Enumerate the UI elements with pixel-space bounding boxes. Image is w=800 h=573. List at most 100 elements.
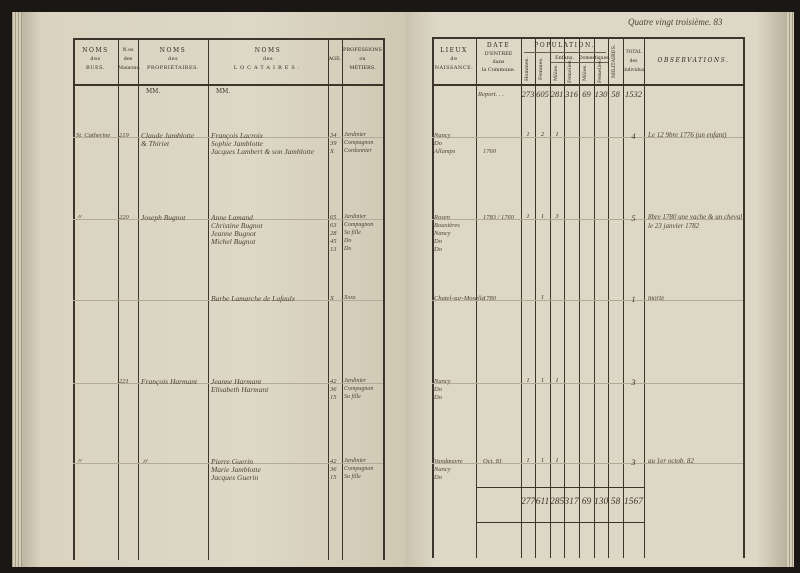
h: Maisons.: [118, 65, 141, 71]
column-line: [608, 37, 609, 558]
h: LOCATAIRES.: [233, 65, 303, 71]
entry-locataire: Christine Bugnot: [211, 221, 263, 230]
entry-count: 1: [540, 457, 545, 464]
header-hommes: Hommes.: [524, 57, 530, 81]
row-rule: [73, 219, 383, 220]
report-value: 69: [582, 89, 591, 99]
entry-count: 1: [555, 457, 559, 464]
entry-date: 1780: [483, 295, 496, 302]
row-rule: [432, 137, 743, 138]
left-page: [22, 12, 406, 567]
border-line: [73, 38, 75, 560]
column-line: [118, 38, 119, 560]
report-value: 316: [565, 89, 578, 99]
mm-locataires: MM.: [216, 88, 231, 95]
entry-date: Oct. 81: [483, 458, 503, 465]
h: NOMS: [254, 47, 282, 54]
h: MÉTIERS.: [349, 65, 376, 71]
total-value: 130: [594, 497, 609, 507]
entry-lieu: Nancy: [434, 466, 451, 473]
h: LIEUX: [440, 47, 468, 54]
header-professions: PROFESSIONS ou MÉTIERS.: [342, 46, 383, 73]
entry-proprietaire: & Thiriet: [141, 139, 170, 148]
entry-count: 1: [526, 457, 530, 464]
column-line: [342, 38, 343, 560]
entry-profession: Jardinier: [344, 458, 367, 464]
population-rule: [524, 52, 606, 53]
entry-count: 1: [540, 294, 545, 301]
entry-locataire: Barbe Lamarche de Lafaulx: [211, 294, 296, 303]
entry-age: 36: [330, 466, 337, 473]
row-rule: [73, 383, 383, 384]
total-value: 1567: [624, 497, 643, 507]
header-age: AGE.: [328, 56, 342, 62]
entry-locataire: Jacques Guerin: [211, 473, 259, 482]
report-value: 281: [550, 89, 564, 99]
entry-observation: Le 12 9bre 1776 (un enfant): [648, 131, 727, 139]
entry-lieu: Chatel-sur-Moselle: [434, 295, 485, 302]
entry-age: 15: [330, 474, 337, 481]
column-line: [138, 38, 139, 560]
entry-age: 42: [330, 458, 337, 465]
entry-age: 65: [330, 214, 337, 221]
entry-profession: Do: [344, 246, 352, 252]
header-observations: OBSERVATIONS.: [657, 57, 730, 64]
report-value: 1532: [625, 89, 642, 99]
h: PROPRIÉTAIRES.: [147, 65, 199, 71]
header-locataires: NOMS des LOCATAIRES.: [208, 46, 328, 73]
header-top-line: [432, 37, 745, 39]
entry-profession: Compagnon: [344, 222, 374, 228]
report-label: Report. . .: [478, 91, 504, 98]
entry-age: 39: [330, 140, 337, 147]
right-page-edge: [786, 12, 794, 567]
entry-age: 63: [330, 222, 337, 229]
entry-rue: 〃: [76, 214, 83, 221]
report-value: 130: [594, 89, 608, 99]
header-domestiques: Domestiques.: [579, 56, 610, 61]
h: Individus.: [623, 68, 646, 73]
header-bottom-line: [432, 84, 745, 86]
entry-lieu: Nancy: [434, 230, 451, 237]
h: dans: [492, 59, 505, 65]
h: des: [262, 56, 274, 62]
entry-count: 1: [526, 131, 530, 138]
entry-age: 28: [330, 230, 337, 237]
entry-count: 1: [526, 213, 530, 220]
h: PROFESSIONS: [343, 47, 382, 53]
header-enf-males: Mâles.: [553, 64, 559, 82]
entry-proprietaire: Joseph Bugnot: [141, 213, 186, 222]
entry-lieu: Do: [434, 246, 442, 253]
row-rule: [432, 463, 743, 464]
entry-locataire: Jeanne Harmant: [211, 377, 262, 386]
border-line: [432, 37, 434, 558]
entry-count: 1: [526, 377, 530, 384]
h: TOTAL: [625, 50, 642, 55]
entry-lieu: Do: [434, 386, 442, 393]
header-enf-femelles: Femelles.: [567, 58, 573, 83]
entry-lieu: Allamps: [434, 148, 456, 155]
h: la Commune.: [481, 67, 516, 73]
entry-age: X: [330, 295, 334, 302]
column-line: [476, 37, 477, 558]
entry-profession: Compagnon: [344, 140, 374, 146]
h: des: [123, 56, 133, 62]
column-line: [623, 37, 624, 558]
row-rule: [432, 219, 743, 220]
column-line: [208, 38, 209, 560]
mm-proprietaires: MM.: [146, 88, 161, 95]
header-lieux: LIEUX de NAISSANCE.: [432, 46, 476, 73]
entry-observation: morte: [648, 294, 665, 302]
entry-locataire: Sophie Jamblotte: [211, 139, 263, 148]
entry-total: 3: [631, 457, 636, 467]
entry-lieu: Bouxières: [434, 222, 460, 229]
total-value: 317: [564, 497, 579, 507]
entry-profession: Jardinier: [344, 132, 367, 138]
header-date: DATE D'ENTRÉE dans la Commune.: [476, 42, 521, 74]
header-total: TOTAL des Individus.: [623, 48, 646, 75]
header-rues: NOMS des RUES.: [73, 46, 118, 73]
header-numeros: N.os des Maisons.: [118, 46, 141, 73]
entry-observation: au 1er octob. 82: [648, 457, 694, 465]
entry-proprietaire: 〃: [141, 457, 149, 466]
column-line: [564, 37, 565, 558]
entry-lieu: Do: [434, 238, 442, 245]
